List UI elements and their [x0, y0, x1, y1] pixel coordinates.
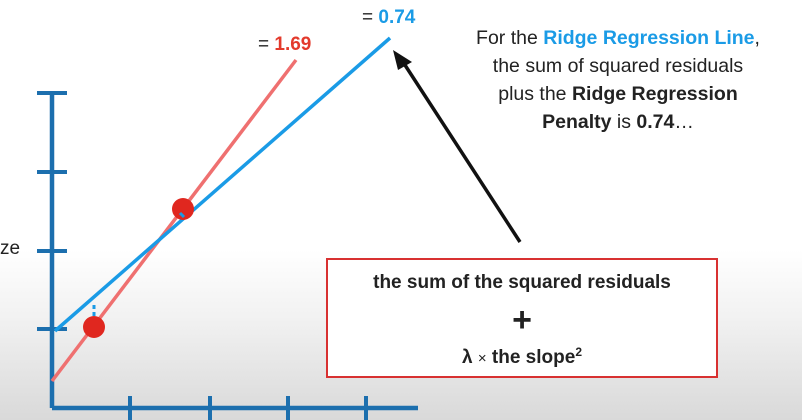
formula-box: the sum of the squared residuals + λ × t… [326, 258, 718, 378]
explanation-line-4: Penalty is 0.74… [440, 108, 796, 136]
explanation-part1: For the [476, 27, 544, 49]
explanation-part4: plus the [498, 83, 572, 105]
explanation-value: 0.74 [636, 111, 675, 133]
ridge-line-highlight: Ridge Regression Line [543, 27, 755, 49]
formula-exponent: 2 [575, 345, 582, 359]
explanation-text: For the Ridge Regression Line, the sum o… [440, 24, 796, 136]
explanation-part2: , [754, 27, 760, 49]
ridge-regression-bold: Ridge Regression [571, 83, 738, 105]
formula-penalty: λ × the slope2 [328, 345, 716, 369]
explanation-part5: is [611, 111, 637, 133]
least-squares-value-label: = 1.69 [258, 34, 311, 56]
y-axis-label: ze [0, 238, 21, 259]
penalty-bold: Penalty [542, 111, 612, 133]
blue-value: 0.74 [378, 7, 416, 28]
formula-slope: the slope [486, 347, 576, 368]
red-value: 1.69 [274, 34, 312, 55]
explanation-line-3: plus the Ridge Regression [440, 80, 796, 108]
arrow-head [393, 50, 412, 70]
blue-value-prefix: = [362, 7, 379, 28]
explanation-line-2: the sum of squared residuals [492, 55, 744, 77]
red-value-prefix: = [258, 34, 275, 55]
pointer-arrow [401, 61, 522, 243]
formula-ssr: the sum of the squared residuals [373, 272, 671, 293]
explanation-ellipsis: … [674, 111, 694, 133]
ridge-value-label: = 0.74 [362, 7, 415, 29]
data-point [172, 198, 194, 220]
data-point [83, 316, 105, 338]
residual-mark [178, 211, 186, 219]
explanation-line-1: For the Ridge Regression Line, [440, 24, 796, 52]
formula-plus: + [512, 301, 532, 339]
times-symbol: × [477, 350, 487, 367]
ridge-regression-line [53, 36, 392, 333]
lambda-symbol: λ [462, 347, 473, 368]
